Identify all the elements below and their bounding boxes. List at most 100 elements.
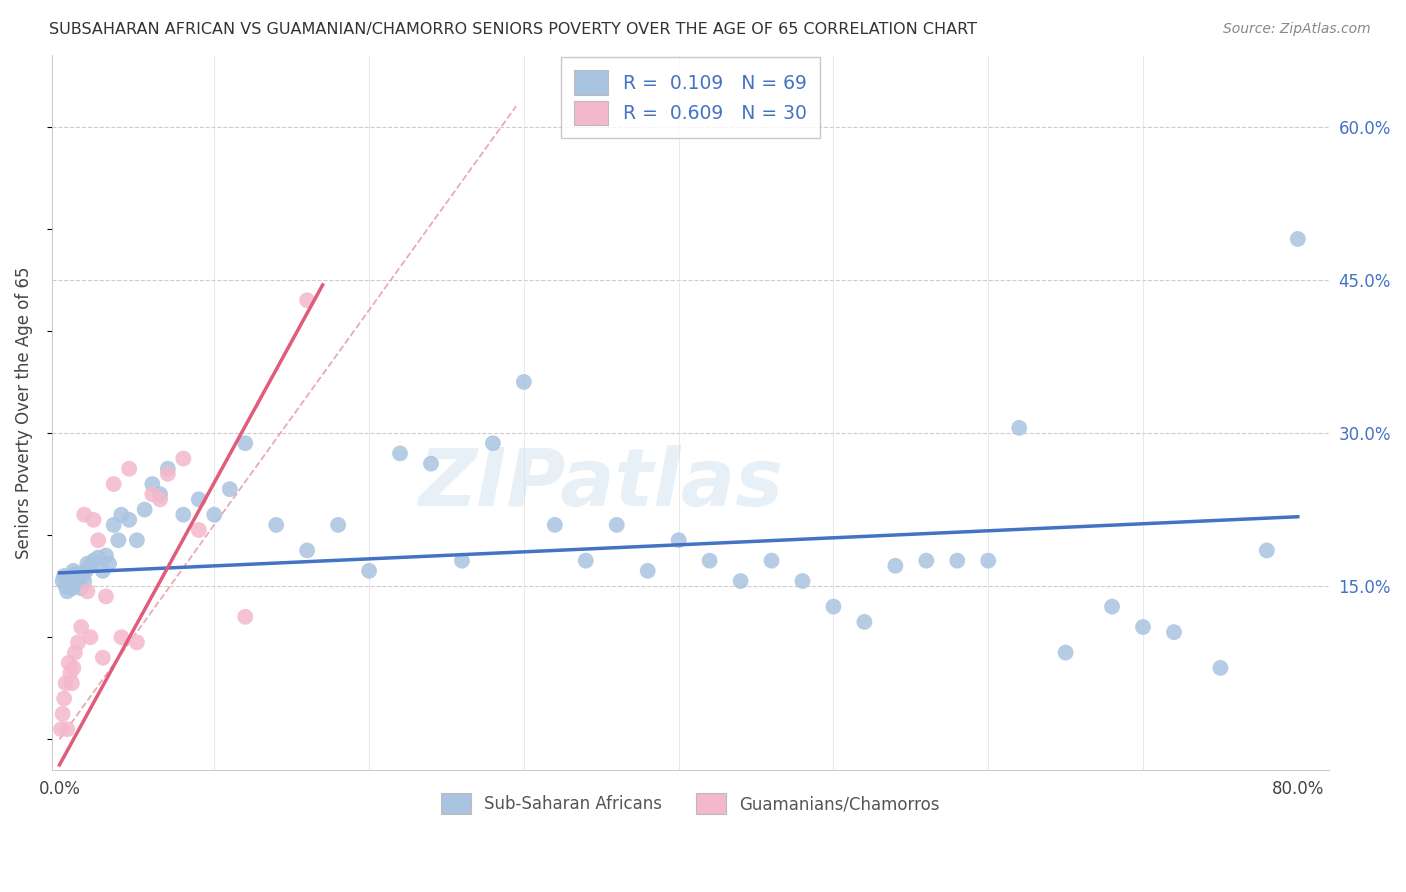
Point: [1256, 543, 1278, 558]
Point: [792, 574, 814, 588]
Point: [1101, 599, 1123, 614]
Point: [73, 574, 96, 588]
Point: [141, 487, 163, 501]
Point: [202, 508, 225, 522]
Point: [187, 492, 209, 507]
Legend: Sub-Saharan Africans, Guamanians/Chamorros: Sub-Saharan Africans, Guamanians/Chamorr…: [429, 781, 952, 826]
Point: [110, 508, 132, 522]
Point: [218, 482, 240, 496]
Point: [94, 549, 117, 563]
Point: [946, 554, 969, 568]
Point: [357, 564, 380, 578]
Point: [91, 564, 114, 578]
Point: [149, 492, 172, 507]
Point: [482, 436, 505, 450]
Point: [87, 533, 110, 548]
Point: [52, 706, 75, 721]
Point: [87, 550, 110, 565]
Point: [172, 451, 194, 466]
Point: [69, 576, 91, 591]
Point: [730, 574, 752, 588]
Point: [65, 574, 87, 588]
Y-axis label: Seniors Poverty Over the Age of 65: Seniors Poverty Over the Age of 65: [15, 267, 32, 558]
Point: [915, 554, 938, 568]
Point: [420, 457, 443, 471]
Point: [67, 569, 90, 583]
Point: [156, 467, 179, 481]
Point: [70, 620, 93, 634]
Point: [156, 461, 179, 475]
Point: [606, 517, 628, 532]
Point: [49, 722, 72, 736]
Point: [125, 533, 148, 548]
Point: [56, 584, 79, 599]
Point: [1008, 421, 1031, 435]
Point: [70, 581, 93, 595]
Point: [853, 615, 876, 629]
Point: [125, 635, 148, 649]
Point: [98, 557, 121, 571]
Text: ZIPatlas: ZIPatlas: [419, 445, 783, 523]
Point: [53, 691, 76, 706]
Point: [103, 477, 125, 491]
Point: [94, 590, 117, 604]
Point: [55, 676, 77, 690]
Point: [134, 502, 156, 516]
Point: [60, 676, 83, 690]
Point: [83, 513, 105, 527]
Point: [91, 650, 114, 665]
Point: [187, 523, 209, 537]
Text: SUBSAHARAN AFRICAN VS GUAMANIAN/CHAMORRO SENIORS POVERTY OVER THE AGE OF 65 CORR: SUBSAHARAN AFRICAN VS GUAMANIAN/CHAMORRO…: [49, 22, 977, 37]
Point: [295, 293, 318, 308]
Point: [451, 554, 474, 568]
Point: [63, 646, 86, 660]
Point: [76, 557, 98, 571]
Point: [823, 599, 845, 614]
Point: [389, 446, 412, 460]
Point: [83, 554, 105, 568]
Point: [56, 722, 79, 736]
Point: [103, 517, 125, 532]
Point: [761, 554, 783, 568]
Point: [544, 517, 567, 532]
Point: [699, 554, 721, 568]
Text: Source: ZipAtlas.com: Source: ZipAtlas.com: [1223, 22, 1371, 37]
Point: [637, 564, 659, 578]
Point: [1132, 620, 1154, 634]
Point: [1209, 661, 1232, 675]
Point: [62, 564, 84, 578]
Point: [73, 508, 96, 522]
Point: [59, 665, 82, 680]
Point: [59, 577, 82, 591]
Point: [55, 579, 77, 593]
Point: [110, 630, 132, 644]
Point: [295, 543, 318, 558]
Point: [63, 566, 86, 581]
Point: [233, 609, 256, 624]
Point: [118, 461, 141, 475]
Point: [141, 477, 163, 491]
Point: [62, 661, 84, 675]
Point: [977, 554, 1000, 568]
Point: [172, 508, 194, 522]
Point: [76, 584, 98, 599]
Point: [575, 554, 598, 568]
Point: [264, 517, 287, 532]
Point: [118, 513, 141, 527]
Point: [67, 635, 90, 649]
Point: [79, 630, 101, 644]
Point: [58, 656, 80, 670]
Point: [884, 558, 907, 573]
Point: [107, 533, 129, 548]
Point: [513, 375, 536, 389]
Point: [79, 558, 101, 573]
Point: [53, 569, 76, 583]
Point: [72, 566, 94, 581]
Point: [52, 574, 75, 588]
Point: [668, 533, 690, 548]
Point: [1054, 646, 1077, 660]
Point: [58, 571, 80, 585]
Point: [233, 436, 256, 450]
Point: [1286, 232, 1309, 246]
Point: [60, 581, 83, 595]
